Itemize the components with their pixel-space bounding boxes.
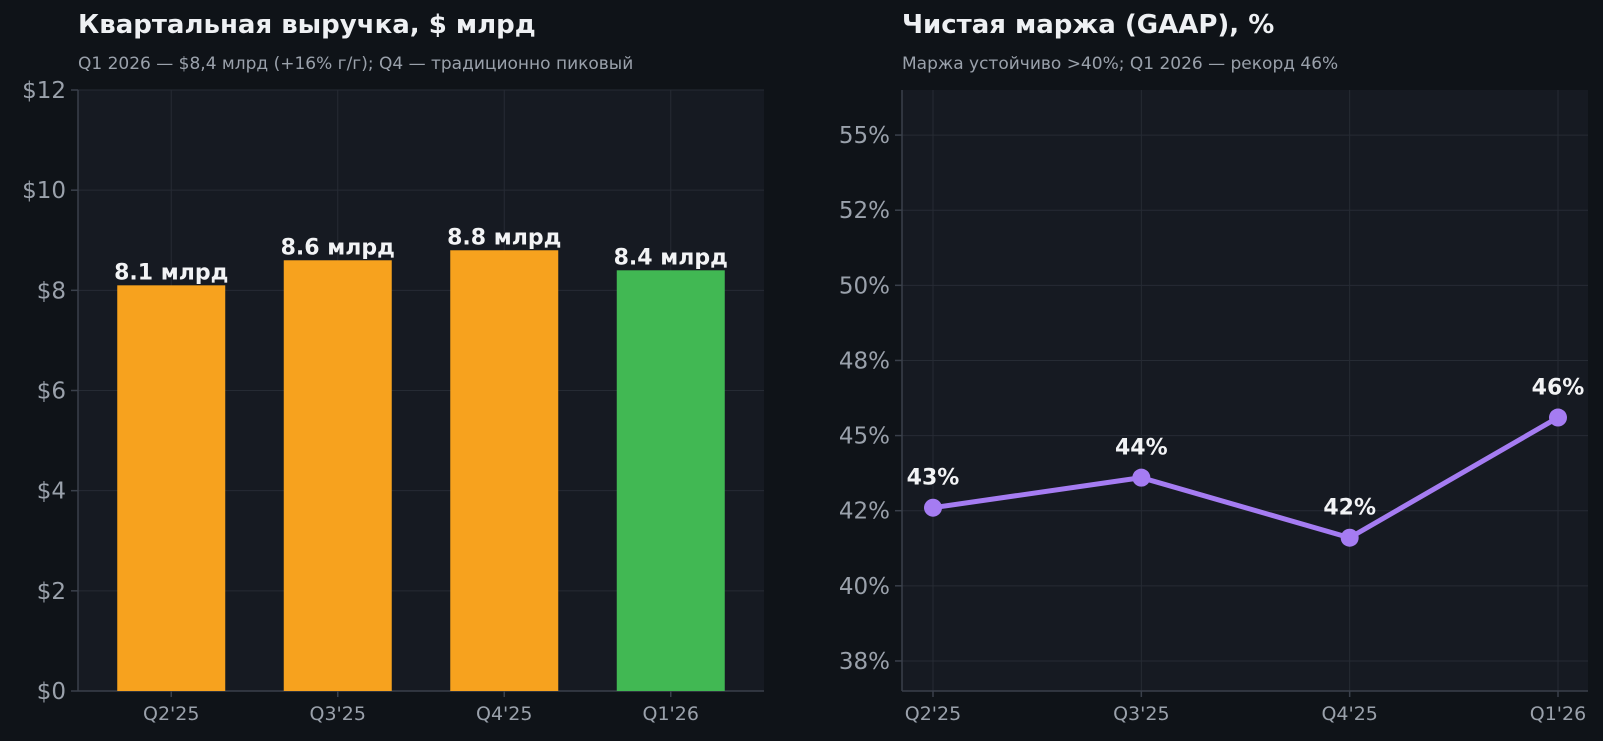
revenue-data-label: 8.6 млрд	[281, 235, 395, 260]
revenue-chart-subtitle: Q1 2026 — $8,4 млрд (+16% г/г); Q4 — тра…	[78, 54, 634, 74]
margin-data-label: 43%	[907, 466, 960, 491]
revenue-y-tick-label: $4	[37, 479, 66, 505]
revenue-bar	[117, 285, 226, 691]
revenue-y-tick-label: $2	[37, 579, 66, 605]
margin-data-point	[1132, 468, 1151, 487]
revenue-data-label: 8.1 млрд	[114, 260, 228, 285]
margin-y-tick-label: 55%	[839, 123, 890, 149]
revenue-x-tick-label: Q2'25	[143, 703, 199, 725]
revenue-x-tick-label: Q1'26	[643, 703, 699, 725]
margin-x-tick-label: Q1'26	[1530, 703, 1586, 725]
margin-data-point	[924, 498, 942, 517]
margin-series-line	[930, 415, 1561, 541]
margin-chart-title: Чистая маржа (GAAP), %	[902, 10, 1275, 40]
revenue-data-label: 8.8 млрд	[447, 225, 561, 250]
margin-y-tick-label: 42%	[839, 499, 890, 525]
revenue-y-tick-label: $12	[22, 78, 66, 104]
margin-y-tick-label: 38%	[839, 649, 890, 675]
margin-x-tick-label: Q3'25	[1113, 703, 1169, 725]
margin-data-label: 46%	[1532, 376, 1585, 401]
margin-chart-subtitle: Маржа устойчиво >40%; Q1 2026 — рекорд 4…	[902, 54, 1339, 74]
margin-y-tick-label: 52%	[839, 198, 890, 224]
revenue-y-tick-label: $6	[37, 379, 66, 405]
margin-y-tick-label: 48%	[839, 348, 890, 374]
revenue-chart-title: Квартальная выручка, $ млрд	[78, 10, 536, 40]
revenue-bar	[283, 260, 392, 691]
revenue-y-tick-label: $0	[37, 679, 66, 705]
revenue-bar	[616, 270, 725, 691]
margin-plot-area	[902, 90, 1588, 691]
revenue-x-tick-label: Q4'25	[476, 703, 532, 725]
margin-data-label: 42%	[1323, 496, 1376, 521]
revenue-x-tick-label: Q3'25	[310, 703, 366, 725]
revenue-y-tick-label: $8	[37, 278, 66, 304]
margin-data-point	[1549, 408, 1567, 427]
revenue-bar	[450, 250, 559, 691]
revenue-y-tick-label: $10	[22, 178, 66, 204]
margin-data-label: 44%	[1115, 436, 1168, 461]
margin-y-tick-label: 45%	[839, 424, 890, 450]
revenue-data-label: 8.4 млрд	[614, 245, 728, 270]
margin-y-tick-label: 40%	[839, 574, 890, 600]
margin-data-point	[1340, 528, 1359, 547]
margin-x-tick-label: Q2'25	[905, 703, 961, 725]
margin-y-tick-label: 50%	[839, 273, 890, 299]
margin-x-tick-label: Q4'25	[1321, 703, 1377, 725]
